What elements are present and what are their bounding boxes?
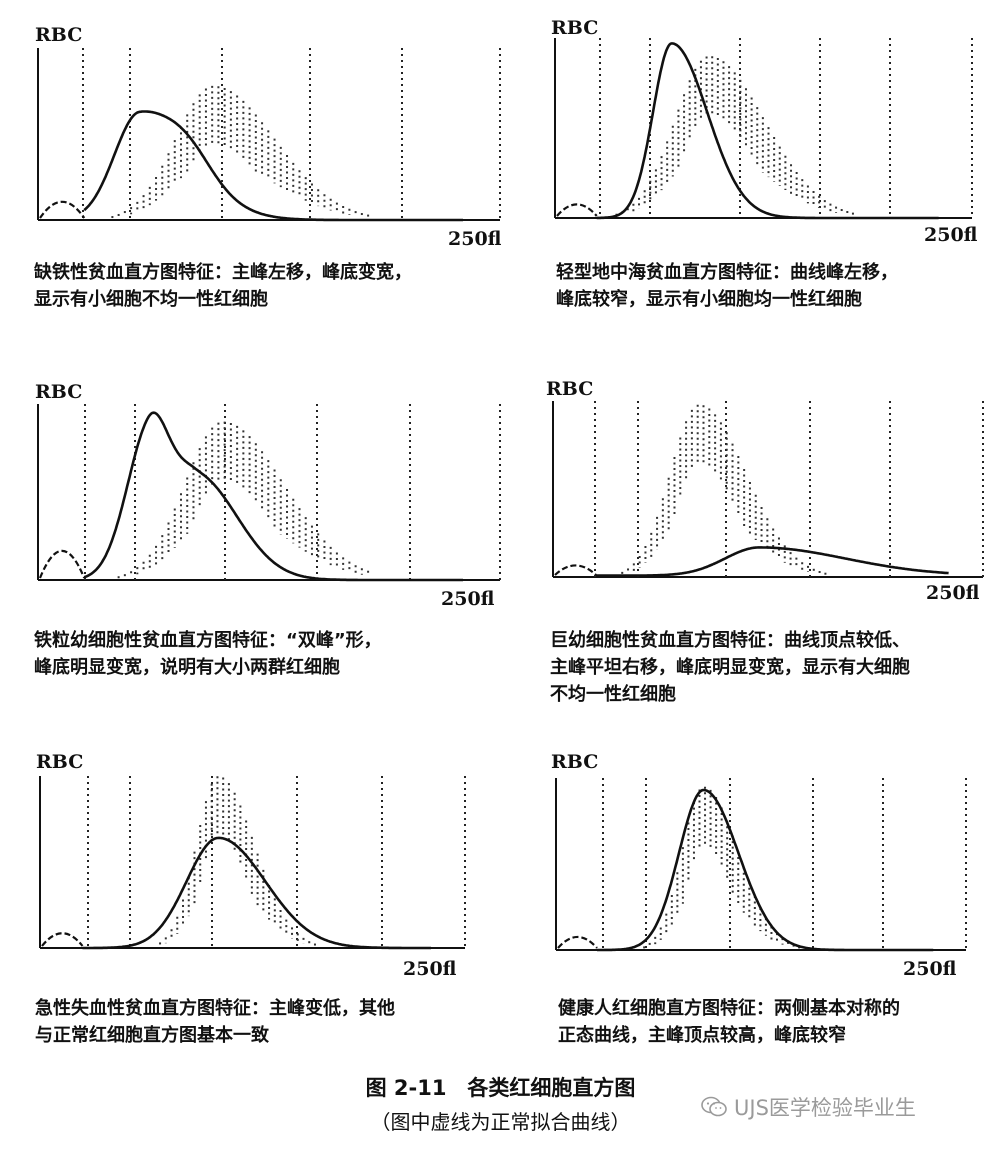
x-axis-end-label: 250fl bbox=[926, 582, 980, 604]
panel-caption: 健康人红细胞直方图特征：两侧基本对称的 正态曲线，主峰顶点较高，峰底较窄 bbox=[558, 995, 900, 1049]
histogram-chart bbox=[39, 776, 466, 950]
caption-line: 峰底明显变宽，说明有大小两群红细胞 bbox=[34, 657, 340, 678]
figure-subtitle: （图中虚线为正常拟合曲线） bbox=[370, 1110, 631, 1134]
panel-caption: 急性失血性贫血直方图特征：主峰变低，其他 与正常红细胞直方图基本一致 bbox=[35, 995, 395, 1049]
histogram-chart bbox=[554, 38, 973, 220]
watermark-text: UJS医学检验毕业生 bbox=[734, 1096, 916, 1120]
panel-megaloblastic: RBC 250fl 巨幼细胞性贫血直方图特征：曲线顶点较低、 主峰平坦右移，峰底… bbox=[546, 378, 984, 708]
panel-acute-blood-loss: RBC 250fl 急性失血性贫血直方图特征：主峰变低，其他 与正常红细胞直方图… bbox=[35, 751, 466, 1049]
caption-line: 缺铁性贫血直方图特征：主峰左移，峰底变宽， bbox=[34, 262, 412, 283]
caption-line: 急性失血性贫血直方图特征：主峰变低，其他 bbox=[35, 998, 395, 1019]
panel-caption: 轻型地中海贫血直方图特征：曲线峰左移， 峰底较窄，显示有小细胞均一性红细胞 bbox=[556, 259, 898, 313]
y-axis-label: RBC bbox=[35, 24, 83, 46]
x-axis-end-label: 250fl bbox=[448, 228, 502, 250]
debris-hump bbox=[41, 932, 84, 947]
panel-caption: 巨幼细胞性贫血直方图特征：曲线顶点较低、 主峰平坦右移，峰底明显变宽，显示有大细… bbox=[550, 627, 910, 708]
panel-iron-deficiency: RBC 250fl 缺铁性贫血直方图特征：主峰左移，峰底变宽， 显示有小细胞不均… bbox=[0, 0, 502, 330]
y-axis-label: RBC bbox=[36, 751, 84, 773]
panel-thalassemia: RBC 250fl 轻型地中海贫血直方图特征：曲线峰左移， 峰底较窄，显示有小细… bbox=[0, 0, 1001, 330]
caption-line: 与正常红细胞直方图基本一致 bbox=[35, 1025, 269, 1046]
x-axis-end-label: 250fl bbox=[441, 588, 495, 610]
caption-line: 主峰平坦右移，峰底明显变宽，显示有大细胞 bbox=[550, 657, 910, 678]
histogram-chart bbox=[552, 401, 984, 578]
patient-curve bbox=[596, 788, 934, 952]
caption-line: 轻型地中海贫血直方图特征：曲线峰左移， bbox=[556, 262, 898, 283]
x-axis-end-label: 250fl bbox=[903, 958, 957, 980]
panel-caption: 铁粒幼细胞性贫血直方图特征：“双峰”形， 峰底明显变宽，说明有大小两群红细胞 bbox=[34, 627, 382, 681]
x-axis-end-label: 250fl bbox=[924, 224, 978, 246]
debris-hump bbox=[556, 203, 598, 217]
normal-reference-curve bbox=[117, 421, 370, 579]
panel-caption: 缺铁性贫血直方图特征：主峰左移，峰底变宽， 显示有小细胞不均一性红细胞 bbox=[34, 259, 412, 313]
debris-hump bbox=[38, 549, 86, 579]
caption-line: 健康人红细胞直方图特征：两侧基本对称的 bbox=[558, 998, 900, 1019]
y-axis-label: RBC bbox=[551, 751, 599, 773]
histogram-chart bbox=[37, 404, 501, 582]
normal-reference-curve bbox=[111, 85, 370, 219]
watermark: UJS医学检验毕业生 bbox=[700, 1092, 916, 1122]
y-axis-label: RBC bbox=[546, 378, 594, 400]
histogram-chart bbox=[37, 48, 501, 222]
figure-title: 图 2-11 各类红细胞直方图 bbox=[365, 1076, 636, 1100]
normal-reference-curve bbox=[615, 56, 854, 217]
debris-hump bbox=[39, 200, 86, 219]
patient-curve bbox=[83, 411, 464, 582]
caption-line: 不均一性红细胞 bbox=[550, 684, 676, 705]
debris-hump bbox=[554, 564, 597, 576]
patient-curve bbox=[82, 836, 432, 950]
normal-reference-curve bbox=[621, 404, 827, 576]
y-axis-label: RBC bbox=[35, 381, 83, 403]
patient-curve bbox=[83, 110, 464, 222]
debris-hump bbox=[557, 935, 598, 949]
wechat-icon bbox=[701, 1096, 727, 1117]
patient-curve bbox=[595, 546, 949, 577]
x-axis-end-label: 250fl bbox=[403, 958, 457, 980]
caption-line: 巨幼细胞性贫血直方图特征：曲线顶点较低、 bbox=[550, 630, 910, 651]
panel-healthy: RBC 250fl 健康人红细胞直方图特征：两侧基本对称的 正态曲线，主峰顶点较… bbox=[551, 751, 967, 1049]
caption-line: 峰底较窄，显示有小细胞均一性红细胞 bbox=[556, 289, 862, 310]
patient-curve bbox=[596, 42, 939, 220]
panel-sideroblastic: RBC 250fl 铁粒幼细胞性贫血直方图特征：“双峰”形， 峰底明显变宽，说明… bbox=[34, 381, 501, 681]
y-axis-label: RBC bbox=[551, 17, 599, 39]
histogram-chart bbox=[555, 778, 967, 952]
caption-line: 正态曲线，主峰顶点较高，峰底较窄 bbox=[558, 1025, 846, 1046]
caption-line: 显示有小细胞不均一性红细胞 bbox=[34, 289, 268, 310]
caption-line: 铁粒幼细胞性贫血直方图特征：“双峰”形， bbox=[34, 630, 382, 651]
